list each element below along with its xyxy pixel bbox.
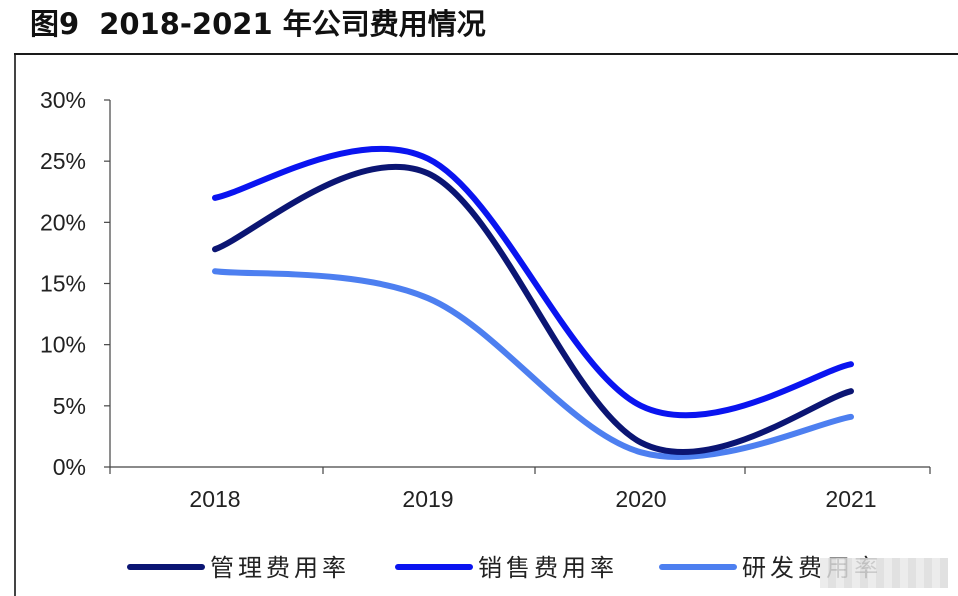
x-tick-label: 2019 [402,486,453,512]
y-tick-label: 30% [40,87,86,113]
x-tick-label: 2021 [825,486,876,512]
watermark-blur [820,558,948,588]
legend-label-1: 管理费用率 [210,554,350,582]
series-line-2 [212,145,854,419]
chart-title: 图9 2018-2021 年公司费用情况 [30,2,486,46]
y-tick-label: 10% [40,332,86,358]
x-tick-label: 2020 [615,486,666,512]
y-tick-label: 15% [40,271,86,297]
legend-label-2: 销售费用率 [478,554,618,582]
y-tick-label: 20% [40,209,86,235]
y-tick-label: 25% [40,148,86,174]
y-tick-label: 0% [53,454,86,480]
series-line-3 [212,268,854,460]
x-tick-label: 2018 [189,486,240,512]
y-tick-label: 5% [53,393,86,419]
title-divider [14,53,958,55]
figure-title-text: 2018-2021 年公司费用情况 [99,7,486,41]
frame-left-border [14,55,16,596]
figure-number: 图9 [30,7,80,41]
series-line-1 [212,163,854,455]
